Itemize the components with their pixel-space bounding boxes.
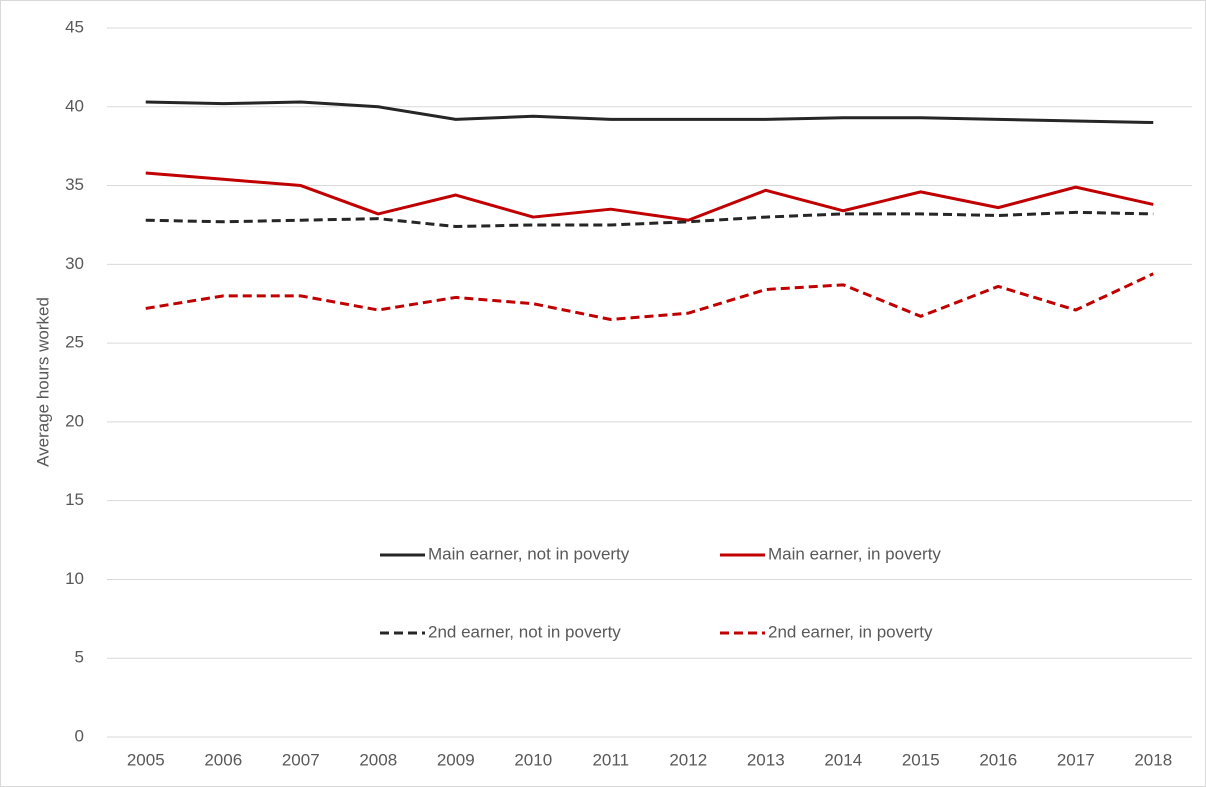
x-tick-label: 2013: [747, 750, 785, 769]
y-tick-label: 25: [65, 333, 84, 352]
y-tick-label: 10: [65, 569, 84, 588]
y-tick-label: 15: [65, 490, 84, 509]
x-tick-label: 2010: [514, 750, 552, 769]
legend-label: 2nd earner, in poverty: [768, 622, 933, 641]
y-axis-label: Average hours worked: [33, 297, 52, 467]
legend-label: Main earner, not in poverty: [428, 544, 630, 563]
y-tick-label: 5: [75, 648, 84, 667]
y-tick-label: 20: [65, 411, 84, 430]
x-tick-label: 2016: [979, 750, 1017, 769]
x-tick-label: 2011: [592, 750, 629, 769]
x-tick-label: 2017: [1057, 750, 1095, 769]
x-tick-label: 2008: [359, 750, 397, 769]
x-tick-label: 2015: [902, 750, 940, 769]
series-line: [145, 272, 1154, 321]
x-tick-label: 2018: [1134, 750, 1172, 769]
y-tick-label: 30: [65, 254, 84, 273]
series-line: [145, 100, 1154, 125]
legend-label: 2nd earner, not in poverty: [428, 622, 621, 641]
x-tick-label: 2009: [437, 750, 475, 769]
y-tick-label: 45: [65, 17, 84, 36]
y-tick-label: 35: [65, 175, 84, 194]
x-tick-label: 2005: [127, 750, 165, 769]
y-tick-label: 40: [65, 96, 84, 115]
series-line: [145, 171, 1154, 222]
x-tick-label: 2012: [669, 750, 707, 769]
x-tick-label: 2014: [824, 750, 862, 769]
x-tick-label: 2006: [204, 750, 242, 769]
legend-label: Main earner, in poverty: [768, 544, 941, 563]
series-line: [145, 210, 1154, 229]
x-tick-label: 2007: [282, 750, 320, 769]
y-tick-label: 0: [75, 726, 84, 745]
